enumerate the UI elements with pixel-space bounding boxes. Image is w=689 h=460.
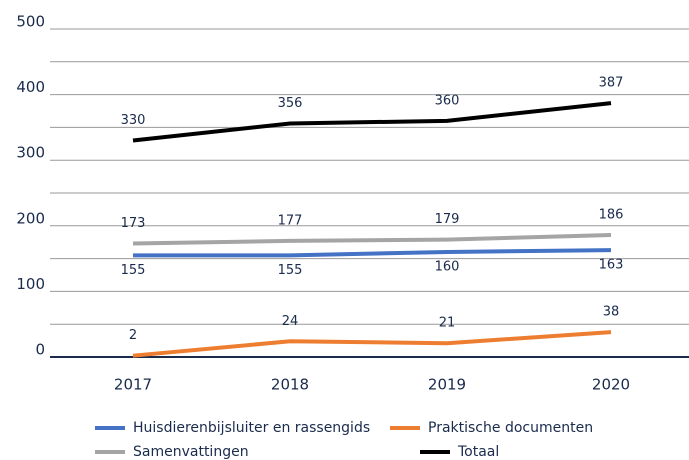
legend-label: Huisdierenbijsluiter en rassengids (133, 420, 370, 436)
data-label: 163 (599, 258, 624, 273)
data-label: 160 (435, 260, 460, 275)
series-line (132, 330, 612, 358)
y-tick-label: 500 (16, 13, 45, 31)
y-tick-label: 400 (16, 78, 45, 96)
data-label: 179 (435, 212, 460, 227)
data-label: 173 (121, 216, 146, 231)
y-tick-label: 100 (16, 275, 45, 293)
x-tick-label: 2017 (114, 376, 152, 394)
data-label: 330 (121, 113, 146, 128)
data-label: 155 (121, 263, 146, 278)
series-line (133, 248, 612, 258)
y-tick-label: 200 (16, 209, 45, 227)
data-label: 356 (278, 96, 303, 111)
x-tick-label: 2020 (592, 376, 630, 394)
data-label: 177 (278, 213, 303, 228)
x-tick-label: 2018 (271, 376, 309, 394)
data-label: 21 (439, 316, 456, 331)
y-tick-label: 0 (35, 341, 45, 359)
data-label: 186 (599, 207, 624, 222)
legend-label: Totaal (457, 444, 499, 460)
data-label: 387 (599, 76, 624, 91)
y-tick-label: 300 (16, 144, 45, 162)
data-label: 360 (435, 93, 460, 108)
series-line (132, 232, 612, 246)
legend-label: Praktische documenten (428, 420, 593, 436)
data-label: 38 (603, 305, 620, 320)
legend-label: Samenvattingen (133, 444, 249, 460)
series-line (132, 101, 612, 143)
data-label: 155 (278, 263, 303, 278)
data-label: 2 (129, 328, 137, 343)
x-tick-label: 2019 (428, 376, 466, 394)
data-label: 24 (282, 314, 299, 329)
